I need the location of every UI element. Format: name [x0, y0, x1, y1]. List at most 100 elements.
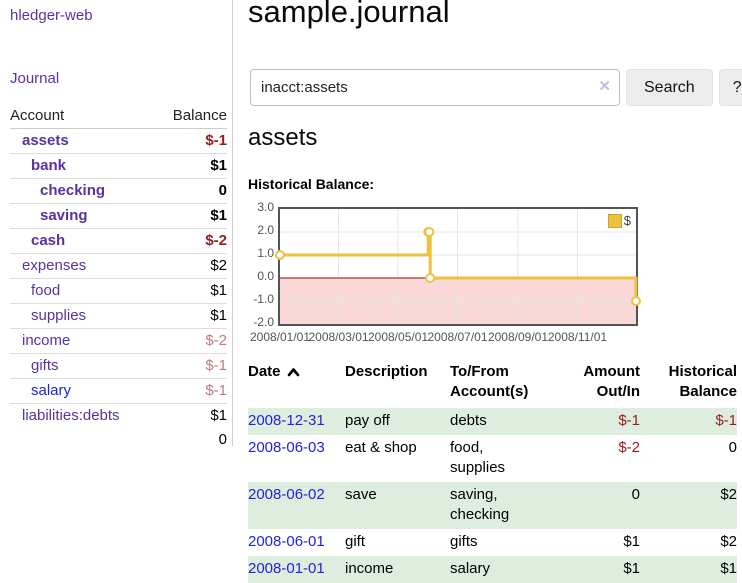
account-row: checking 0: [10, 178, 227, 204]
legend-swatch-icon: [607, 213, 622, 228]
account-balance: $-2: [155, 228, 227, 254]
transaction-accounts: salary: [450, 560, 491, 577]
account-balance: $1: [155, 278, 227, 304]
account-balance: $1: [155, 303, 227, 329]
transaction-row: 2008-01-01 income salary $1 $1: [248, 556, 737, 583]
account-row: income $-2: [10, 328, 227, 354]
accounts-header-account: Account: [10, 104, 156, 129]
account-row: liabilities:debts $1: [10, 403, 227, 428]
transaction-description: eat & shop: [345, 439, 417, 456]
transaction-accounts: saving, checking: [450, 486, 510, 523]
date-header-label: Date: [248, 363, 281, 380]
x-tick-label: 2008/05/01: [367, 330, 429, 344]
transaction-amount: $-1: [618, 412, 640, 429]
accounts-total-row: 0: [10, 428, 227, 452]
sidebar: hledger-web Journal Account Balance asse…: [0, 0, 233, 448]
column-header-amount: Amount Out/In: [583, 363, 640, 400]
account-row: gifts $-1: [10, 353, 227, 379]
account-row: cash $-2: [10, 228, 227, 254]
account-balance: $1: [155, 153, 227, 179]
account-link[interactable]: expenses: [22, 257, 87, 274]
search-button[interactable]: Search: [626, 69, 713, 106]
accounts-table-body: assets $-1 bank $1 checking 0 saving $1 …: [10, 129, 227, 428]
search-form: ✕ Search ?: [250, 69, 742, 106]
x-tick-label: 2008/11/01: [547, 330, 608, 344]
transaction-row: 2008-12-31 pay off debts $-1 $-1: [248, 408, 737, 435]
account-balance: $-1: [205, 132, 227, 149]
account-link[interactable]: gifts: [31, 357, 59, 374]
account-link[interactable]: checking: [40, 182, 106, 199]
x-tick-label: 2008/03/01: [308, 330, 369, 344]
account-link[interactable]: income: [22, 332, 71, 349]
y-tick-label: 1.0: [257, 246, 274, 260]
account-row: expenses $2: [10, 253, 227, 279]
transaction-description: income: [345, 560, 394, 577]
transactions-table: Date Description To/From Account(s) Amou…: [248, 360, 737, 583]
clear-search-icon[interactable]: ✕: [598, 78, 611, 95]
account-link[interactable]: bank: [31, 157, 67, 174]
legend-label: $: [623, 213, 631, 228]
transaction-description: pay off: [345, 412, 390, 429]
transaction-amount: $1: [623, 533, 640, 550]
y-tick-label: -1.0: [253, 292, 274, 306]
chart-title-label: Historical Balance:: [248, 176, 375, 192]
transaction-description: gift: [345, 533, 366, 550]
sidebar-item-journal[interactable]: Journal: [10, 70, 60, 87]
y-tick-label: 3.0: [257, 200, 274, 214]
transaction-date-link[interactable]: 2008-06-02: [248, 486, 325, 503]
account-balance: $2: [155, 253, 227, 279]
account-heading: assets: [248, 124, 318, 151]
accounts-table: Account Balance assets $-1 bank $1 check…: [10, 104, 227, 452]
chart-legend: $: [607, 213, 631, 228]
historical-balance-chart: 3.0 2.0 1.0 0.0 -1.0 -2.0 $ 2008/01/01 2008/03…: [242, 200, 742, 346]
x-tick-label: 2008/09/01: [487, 330, 548, 344]
account-row: supplies $1: [10, 303, 227, 329]
x-tick-label: 2008/01/01: [249, 330, 311, 344]
column-header-balance: Historical Balance: [668, 363, 737, 400]
transaction-date-link[interactable]: 2008-12-31: [248, 412, 325, 429]
transaction-description: save: [345, 486, 377, 503]
transaction-balance: $2: [720, 533, 737, 550]
search-input[interactable]: [250, 69, 620, 106]
transaction-amount: $-2: [618, 439, 640, 456]
transaction-row: 2008-06-02 save saving, checking 0 $2: [248, 482, 737, 529]
transaction-date-link[interactable]: 2008-01-01: [248, 560, 325, 577]
transaction-row: 2008-06-03 eat & shop food, supplies $-2…: [248, 435, 737, 482]
transactions-header-row: Date Description To/From Account(s) Amou…: [248, 360, 737, 408]
app-title-link[interactable]: hledger-web: [10, 7, 93, 24]
search-box: ✕: [250, 69, 620, 106]
y-tick-label: -2.0: [253, 315, 274, 329]
account-balance: $-1: [155, 378, 227, 404]
account-balance: $1: [155, 203, 227, 229]
account-row: salary $-1: [10, 378, 227, 404]
account-link[interactable]: supplies: [31, 307, 87, 324]
column-header-date[interactable]: Date: [248, 360, 345, 408]
search-help-button[interactable]: ?: [718, 69, 742, 106]
account-link[interactable]: assets: [22, 132, 69, 149]
account-link[interactable]: liabilities:debts: [22, 407, 120, 424]
transaction-balance: $-1: [715, 412, 737, 429]
account-link[interactable]: cash: [31, 232, 66, 249]
account-link[interactable]: salary: [31, 382, 72, 399]
transaction-amount: 0: [631, 486, 640, 503]
account-row: food $1: [10, 278, 227, 304]
y-tick-label: 2.0: [257, 223, 274, 237]
transaction-date-link[interactable]: 2008-06-03: [248, 439, 325, 456]
page-title: sample.journal: [248, 0, 450, 29]
account-balance: $-1: [155, 353, 227, 379]
account-balance: 0: [155, 178, 227, 204]
account-balance: $-2: [155, 328, 227, 354]
chart-canvas: [275, 209, 641, 324]
chart-plot-area: $: [275, 207, 641, 326]
x-tick-label: 2008/07/01: [427, 330, 488, 344]
accounts-header-balance: Balance: [155, 104, 227, 129]
account-link[interactable]: food: [31, 282, 61, 299]
transaction-date-link[interactable]: 2008-06-01: [248, 533, 325, 550]
account-balance: $1: [155, 403, 227, 428]
transaction-balance: $2: [720, 486, 737, 503]
transaction-row: 2008-06-01 gift gifts $1 $2: [248, 529, 737, 556]
transaction-balance: $1: [720, 560, 737, 577]
account-row: saving $1: [10, 203, 227, 229]
account-link[interactable]: saving: [40, 207, 88, 224]
